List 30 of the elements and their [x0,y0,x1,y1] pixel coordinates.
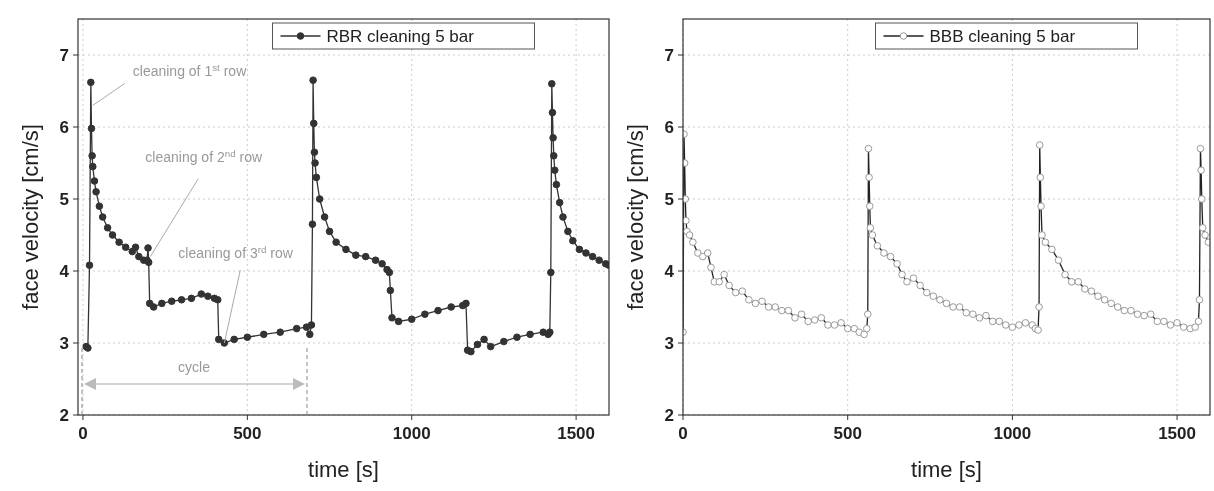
y-tick-label: 6 [664,118,674,137]
x-tick-label: 1000 [392,424,431,443]
annotation: cleaning of 3$^{rd}$ row [178,243,294,261]
y-tick-label: 3 [59,334,69,353]
y-tick-label: 3 [664,334,674,353]
x-tick-label: 1000 [993,424,1032,443]
y-tick-label: 4 [59,262,70,281]
y-tick-label: 4 [664,262,675,281]
y-tick-label: 5 [664,190,674,209]
annotation: cleaning of 1$^{st}$ row [132,61,248,80]
y-tick-label: 6 [59,118,69,137]
legend-label: RBR cleaning 5 bar [326,27,475,46]
y-tick-label: 2 [59,406,69,425]
x-tick-label: 0 [678,424,688,443]
y-tick-label: 2 [664,406,674,425]
y-tick-label: 7 [664,46,674,65]
x-axis-title: time [s] [911,457,982,482]
x-tick-label: 0 [78,424,88,443]
y-axis-title: face velocity [cm/s] [18,124,43,310]
legend-label: BBB cleaning 5 bar [929,27,1076,46]
x-axis-title: time [s] [308,457,379,482]
x-tick-label: 1500 [1158,424,1196,443]
y-axis-title: face velocity [cm/s] [623,124,648,310]
y-tick-label: 7 [59,46,69,65]
y-tick-label: 5 [59,190,69,209]
x-tick-label: 500 [233,424,262,443]
x-tick-label: 500 [833,424,862,443]
annotation: cycle [178,359,211,375]
annotation: cleaning of 2$^{nd}$ row [145,147,263,165]
x-tick-label: 1500 [557,424,596,443]
